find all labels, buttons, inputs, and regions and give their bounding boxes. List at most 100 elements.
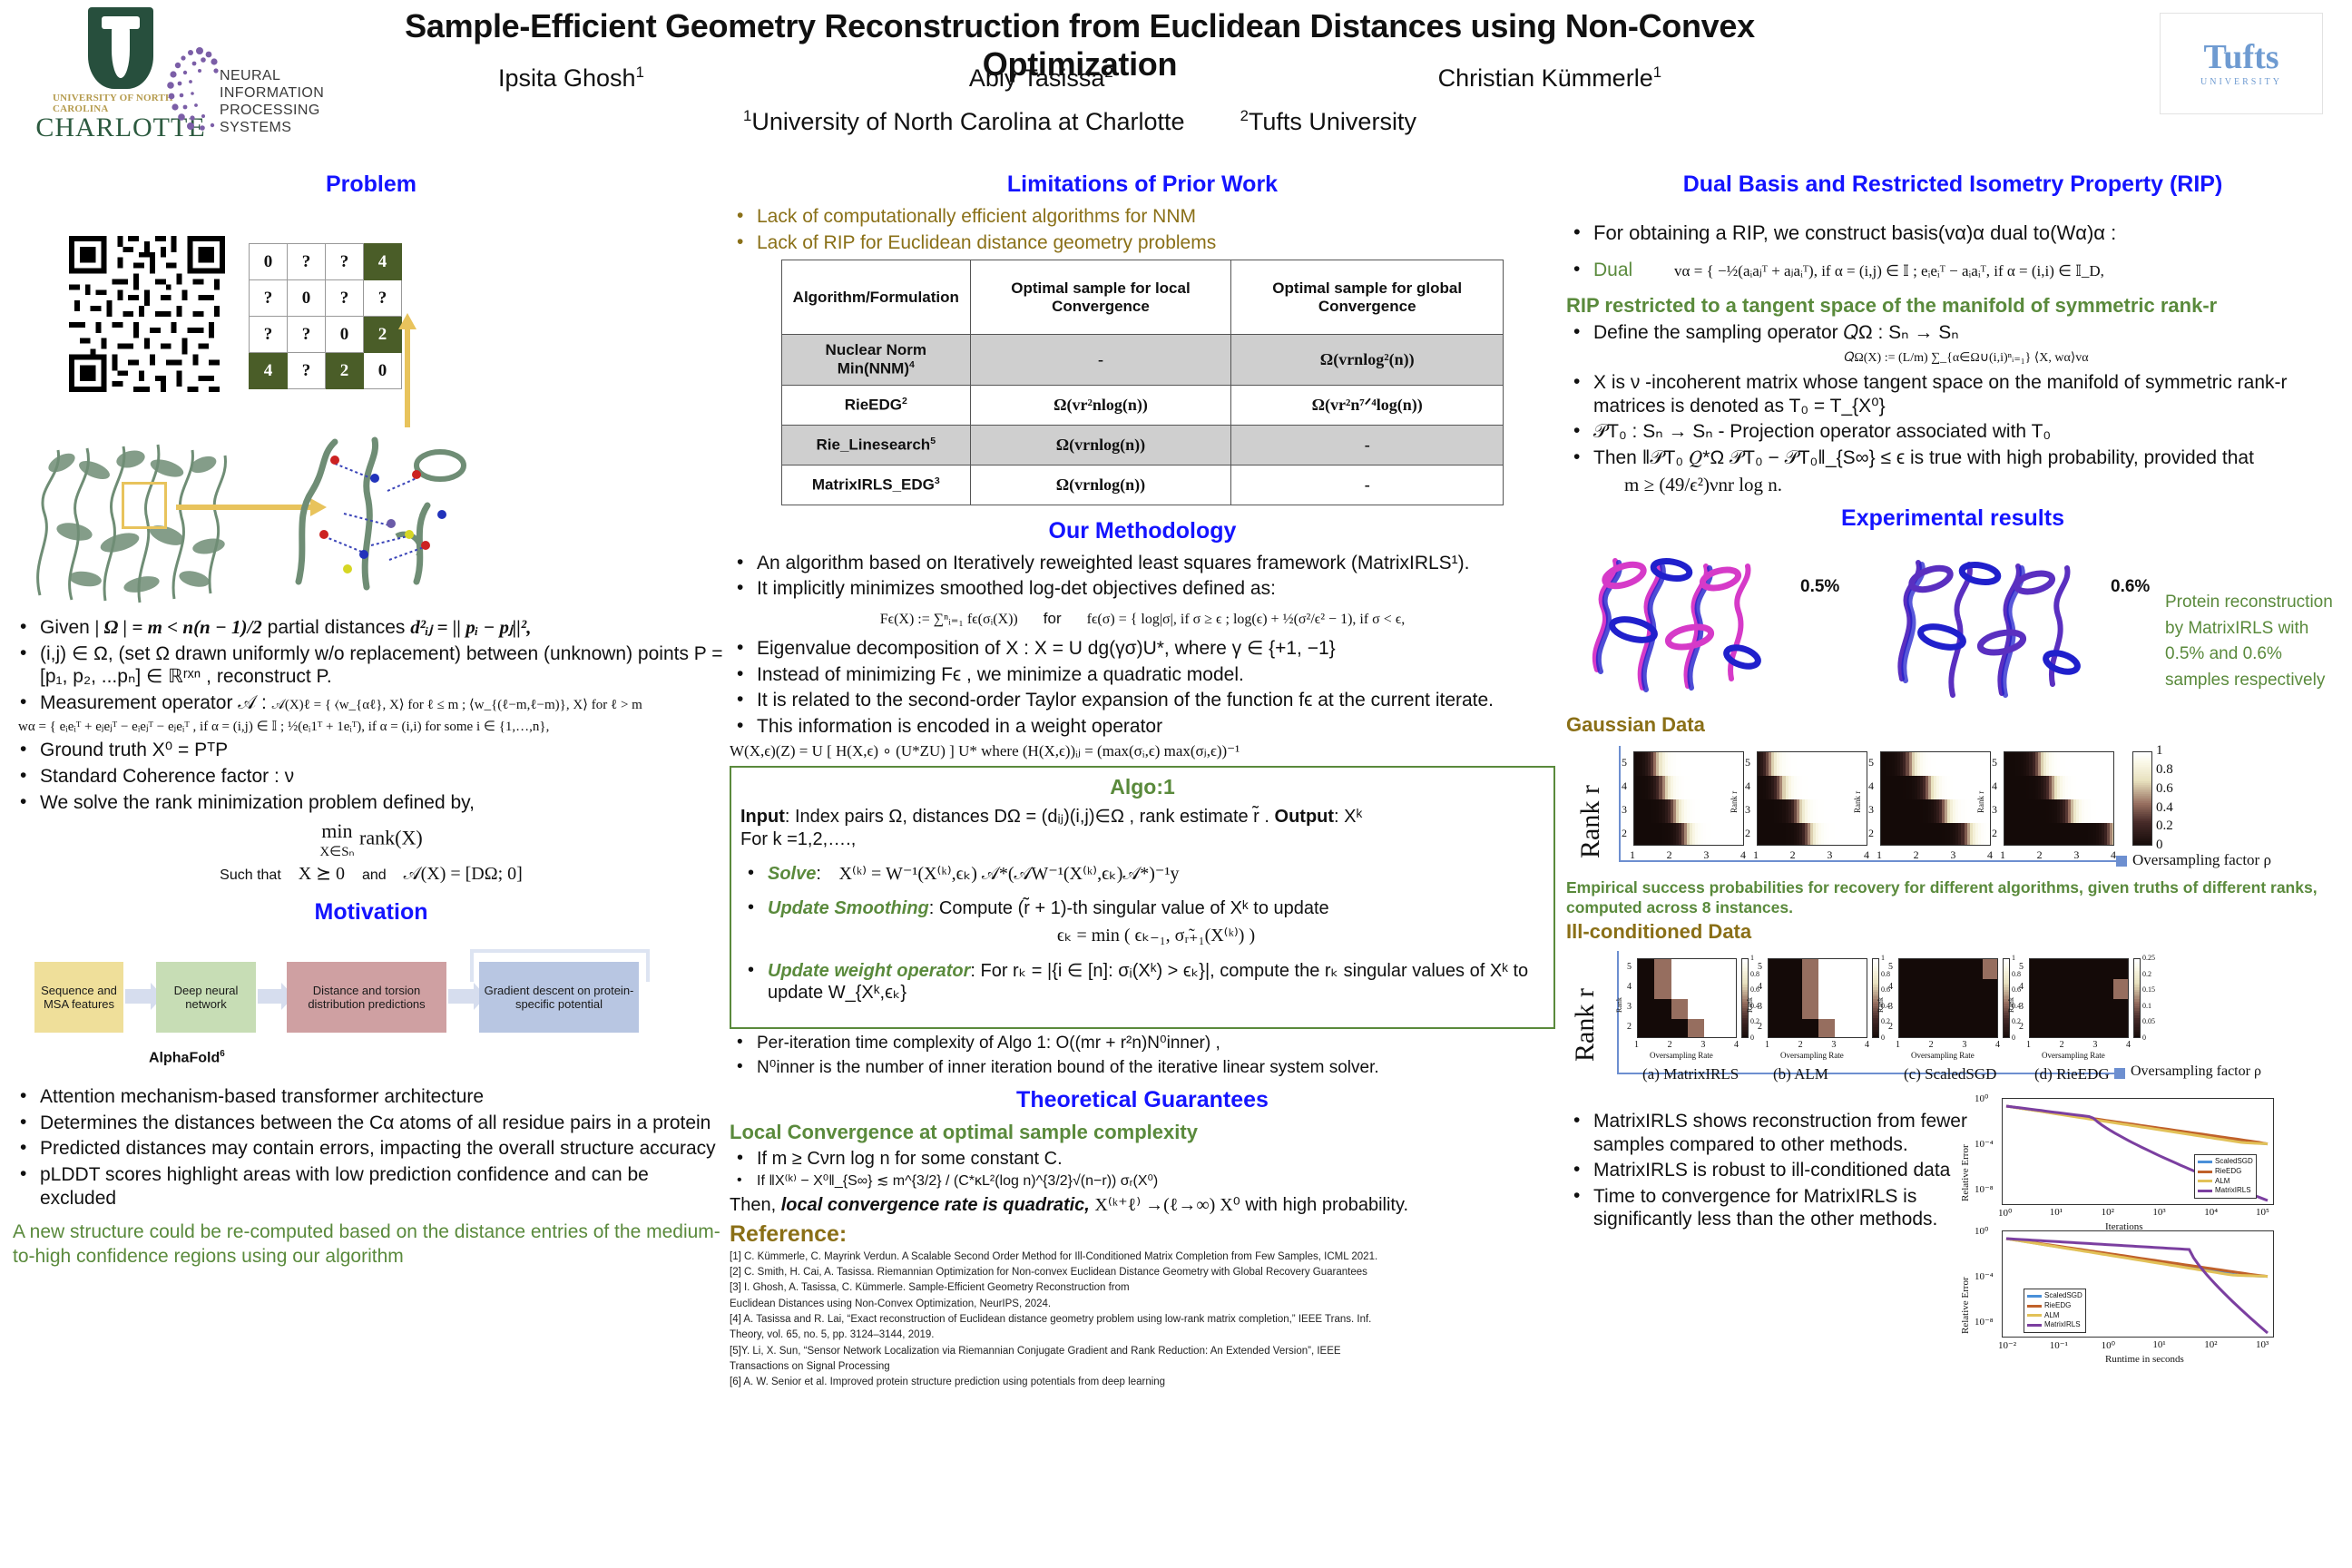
heatmap-cell <box>2030 978 2048 999</box>
heatmap-cell <box>2051 752 2055 777</box>
heatmap-x-tick: 2 <box>1913 848 1919 862</box>
heatmap-cell <box>1688 978 1706 999</box>
colorbar-tick: 0.4 <box>2156 799 2173 815</box>
heatmap-y-tick: 4 <box>1627 981 1632 992</box>
plot-y-tick: 10⁻⁸ <box>1975 1317 1994 1328</box>
reference-item: [3] I. Ghosh, A. Tasissa, C. Kümmerle. S… <box>730 1282 1130 1294</box>
colorbar-segment <box>2134 994 2140 997</box>
heatmap-cell <box>1645 799 1650 824</box>
heatmap-cell <box>1930 752 1935 777</box>
flow-box-sequence: Sequence and MSA features <box>34 962 123 1034</box>
heatmap-cell <box>1769 752 1773 777</box>
heatmap-cell <box>2010 823 2014 846</box>
motivation-bullets: Attention mechanism-based transformer ar… <box>13 1084 730 1210</box>
heatmap-cell <box>1961 799 1965 824</box>
heatmap-cell <box>1661 799 1666 824</box>
heatmap-cell <box>1760 776 1764 800</box>
table-row: Nuclear Norm Min(NNM)4- Ω(vrnlog²(n)) <box>781 334 1504 386</box>
heatmap-panel <box>1898 957 1998 1038</box>
heatmap-cell <box>1659 752 1663 777</box>
heatmap-cell <box>1916 776 1921 800</box>
column-left: Problem <box>13 168 730 1269</box>
legend-swatch <box>2027 1294 2042 1298</box>
heatmap-cell <box>1848 776 1853 800</box>
heatmap-cell <box>2084 799 2089 824</box>
heatmap-x-tick: 1 <box>2026 1039 2031 1050</box>
heatmap-cell <box>2007 799 2011 824</box>
conclusion-bullets: MatrixIRLS shows reconstruction from few… <box>1566 1107 1975 1234</box>
heatmap-cell <box>1736 799 1740 824</box>
heatmap-y-tick: 4 <box>1992 779 1997 793</box>
illcond-data-heading: Ill-conditioned Data <box>1566 919 1752 943</box>
heatmap-cell <box>1711 799 1716 824</box>
colorbar-segment <box>2004 965 2009 969</box>
heatmap-cell <box>2018 752 2023 777</box>
heatmap-cell <box>2087 776 2092 800</box>
colorbar-segment <box>1742 985 1748 988</box>
heatmap-cell <box>1675 752 1680 777</box>
protein-reconstruction-05-icon <box>1592 558 1761 693</box>
heatmap-cell <box>1736 752 1740 777</box>
heatmap-cell <box>1785 752 1789 777</box>
heatmap-cell <box>1865 823 1867 846</box>
heatmap-cell <box>1889 752 1893 777</box>
heatmap-cell <box>1969 799 1974 824</box>
heatmap-cell <box>1640 752 1643 777</box>
heatmap-cell <box>1892 752 1896 777</box>
heatmap-cell <box>1769 823 1773 846</box>
heatmap-cell <box>1892 776 1896 800</box>
colorbar-segment <box>1873 1004 1878 1007</box>
heatmap-cell <box>1950 752 1955 777</box>
problem-bullet-measurement: Measurement operator 𝒜 : 𝒜(X)ℓ = { ⟨w_{α… <box>13 691 730 715</box>
heatmap-cell <box>2098 776 2102 800</box>
heatmap-cell <box>2015 799 2020 824</box>
heatmap-cell <box>1857 823 1861 846</box>
colorbar-segment <box>2133 790 2151 793</box>
heatmap-cell <box>1919 799 1924 824</box>
heatmap-cell <box>2026 752 2031 777</box>
heatmap-cell <box>1916 978 1934 999</box>
matrix-cell: ? <box>287 316 326 353</box>
heatmap-cell <box>1642 776 1646 800</box>
colorbar-segment <box>2134 1024 2140 1028</box>
heatmap-cell <box>1766 752 1769 777</box>
heatmap-cell <box>1835 998 1853 1019</box>
heatmap-cell <box>1835 978 1853 999</box>
heatmap-cell <box>2090 752 2094 777</box>
colorbar-segment <box>1873 982 1878 985</box>
heatmap-cell <box>2060 776 2063 800</box>
colorbar-segment <box>1742 970 1748 975</box>
heatmap-cell <box>2013 823 2016 846</box>
reference-item: [6] A. W. Senior et al. Improved protein… <box>730 1377 1166 1388</box>
plot-x-tick: 10⁴ <box>2204 1206 2219 1218</box>
heatmap-cell <box>1816 752 1819 777</box>
colorbar-segment <box>1873 994 1878 997</box>
heatmap-cell <box>1728 799 1732 824</box>
methodology-bullet-2: It implicitly minimizes smoothed log-det… <box>730 576 1555 601</box>
heatmap-cell <box>2045 752 2050 777</box>
heatmap-cell <box>1686 752 1690 777</box>
colorbar-tick: 0.8 <box>2156 761 2173 777</box>
given-math-2: d²ᵢⱼ = || pᵢ − pⱼ||², <box>410 616 532 638</box>
heatmap-cell <box>2056 776 2061 800</box>
heatmap-cell <box>2004 799 2008 824</box>
heatmap-cell <box>1720 799 1724 824</box>
heatmap-cell <box>1922 776 1926 800</box>
heatmap-cell <box>1700 776 1705 800</box>
algorithm-output-label: Output <box>1274 806 1335 827</box>
heatmap-cell <box>2048 752 2053 777</box>
colorbar-segment <box>1742 1020 1748 1024</box>
heatmap-x-tick: 3 <box>2092 1039 2098 1050</box>
cell-global: Ω(vrnlog²(n)) <box>1230 334 1504 386</box>
heatmap-panel-label: (a) MatrixIRLS <box>1642 1064 1740 1083</box>
colorbar-segment <box>1742 958 1748 963</box>
heatmap-cell <box>2046 1018 2064 1037</box>
heatmap-cell <box>1711 752 1716 777</box>
heatmap-cell <box>1964 823 1968 846</box>
colorbar-segment <box>2133 752 2151 755</box>
colorbar-segment <box>2133 792 2151 795</box>
heatmap-cell <box>1722 752 1727 777</box>
legend-label: ScaledSGD <box>2215 1156 2253 1165</box>
colorbar-segment <box>2133 774 2151 777</box>
colorbar-segment <box>2133 785 2151 788</box>
